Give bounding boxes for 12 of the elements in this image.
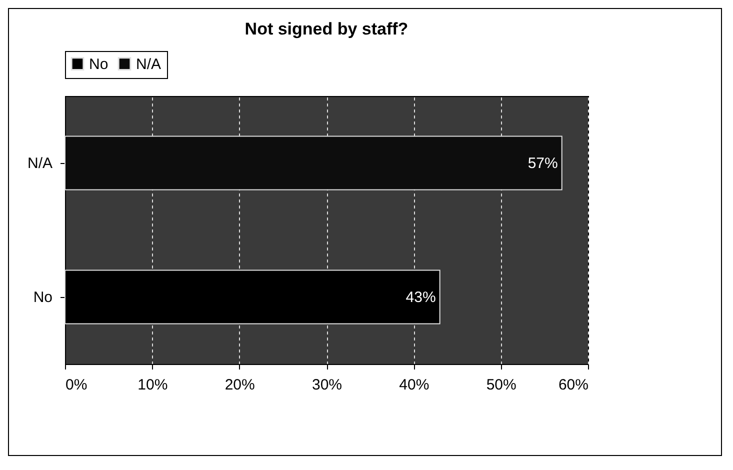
- x-tick-label: 30%: [312, 376, 342, 394]
- x-tick-label: 20%: [224, 376, 255, 394]
- data-label: 57%: [528, 155, 558, 172]
- x-tick-label: 60%: [558, 376, 588, 394]
- chart-title: Not signed by staff?: [244, 20, 408, 38]
- x-tick-label: 0%: [66, 376, 88, 394]
- data-label: 43%: [406, 289, 436, 306]
- legend-label: N/A: [136, 56, 162, 73]
- x-tick-label: 10%: [138, 376, 168, 394]
- legend-label: No: [89, 56, 108, 73]
- x-tick-label: 40%: [399, 376, 430, 394]
- x-tick-label: 50%: [486, 376, 516, 394]
